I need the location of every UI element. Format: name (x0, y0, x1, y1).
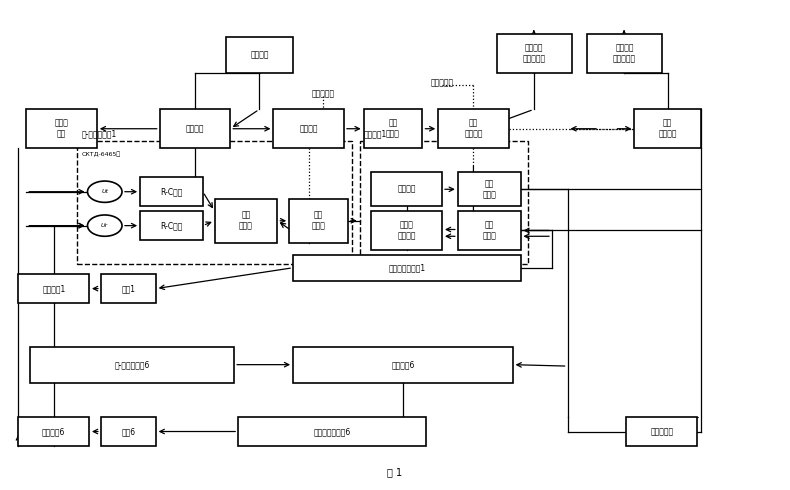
Text: 程序
输入部件: 程序 输入部件 (465, 119, 483, 139)
FancyBboxPatch shape (371, 172, 442, 206)
FancyBboxPatch shape (293, 255, 521, 281)
FancyBboxPatch shape (227, 37, 293, 73)
FancyBboxPatch shape (438, 109, 509, 148)
Text: 图 1: 图 1 (387, 467, 403, 478)
FancyBboxPatch shape (363, 109, 423, 148)
FancyBboxPatch shape (497, 34, 571, 73)
Text: 控制部件: 控制部件 (186, 124, 205, 133)
Text: 轴-相位变换器6: 轴-相位变换器6 (115, 361, 150, 369)
FancyBboxPatch shape (457, 211, 521, 250)
FancyBboxPatch shape (293, 347, 513, 383)
FancyBboxPatch shape (238, 417, 427, 446)
Text: 执行机构6: 执行机构6 (42, 427, 66, 436)
FancyBboxPatch shape (587, 34, 662, 73)
Text: 外部设备
指令放大器: 外部设备 指令放大器 (613, 44, 636, 64)
FancyBboxPatch shape (101, 274, 156, 303)
Text: 执行机构1: 执行机构1 (42, 284, 66, 293)
Text: Ut: Ut (101, 189, 108, 194)
Text: 示教装置: 示教装置 (299, 124, 318, 133)
Text: 自给定开关: 自给定开关 (311, 89, 334, 98)
Text: 传动6: 传动6 (121, 427, 135, 436)
FancyBboxPatch shape (273, 109, 344, 148)
FancyBboxPatch shape (18, 274, 89, 303)
Text: 波数
交换器: 波数 交换器 (239, 211, 253, 231)
FancyBboxPatch shape (215, 199, 277, 243)
FancyBboxPatch shape (101, 417, 156, 446)
FancyBboxPatch shape (140, 211, 203, 240)
Text: СКТД-6465成: СКТД-6465成 (81, 151, 120, 157)
FancyBboxPatch shape (289, 199, 348, 243)
FancyBboxPatch shape (18, 417, 89, 446)
Text: 数码相
位变换器: 数码相 位变换器 (397, 220, 416, 241)
FancyBboxPatch shape (30, 347, 234, 383)
Text: 传动1: 传动1 (122, 284, 135, 293)
Text: R-C电路: R-C电路 (160, 221, 182, 230)
FancyBboxPatch shape (26, 109, 97, 148)
Text: R-C电路: R-C电路 (160, 187, 182, 196)
Text: 传动装置放大器6: 传动装置放大器6 (314, 427, 351, 436)
Text: 比较电路: 比较电路 (397, 185, 416, 194)
Text: 生产
指令部件: 生产 指令部件 (658, 119, 677, 139)
Text: 零位
检波器: 零位 检波器 (311, 211, 325, 231)
Text: 缓冲
寄存器: 缓冲 寄存器 (482, 220, 496, 241)
Text: 抓取传动
装置放大器: 抓取传动 装置放大器 (523, 44, 546, 64)
FancyBboxPatch shape (371, 211, 442, 250)
Text: 自外存储器: 自外存储器 (431, 78, 453, 87)
Text: 定位部件1: 定位部件1 (363, 129, 387, 138)
FancyBboxPatch shape (634, 109, 701, 148)
Text: 运算
存储器: 运算 存储器 (386, 119, 400, 139)
FancyBboxPatch shape (457, 172, 521, 206)
Text: 传动装置放大器1: 传动装置放大器1 (388, 264, 425, 272)
Text: 传感器
电源: 传感器 电源 (55, 119, 69, 139)
Text: 特性
形成器: 特性 形成器 (482, 179, 496, 199)
Text: 定位部件6: 定位部件6 (391, 361, 415, 369)
Text: 手控控制台: 手控控制台 (650, 427, 673, 436)
FancyBboxPatch shape (140, 177, 203, 206)
Text: 交换部件: 交换部件 (250, 50, 269, 59)
Text: 轴-相位变换器1: 轴-相位变换器1 (81, 129, 116, 138)
Text: Ur: Ur (101, 223, 108, 228)
FancyBboxPatch shape (626, 417, 697, 446)
FancyBboxPatch shape (160, 109, 230, 148)
